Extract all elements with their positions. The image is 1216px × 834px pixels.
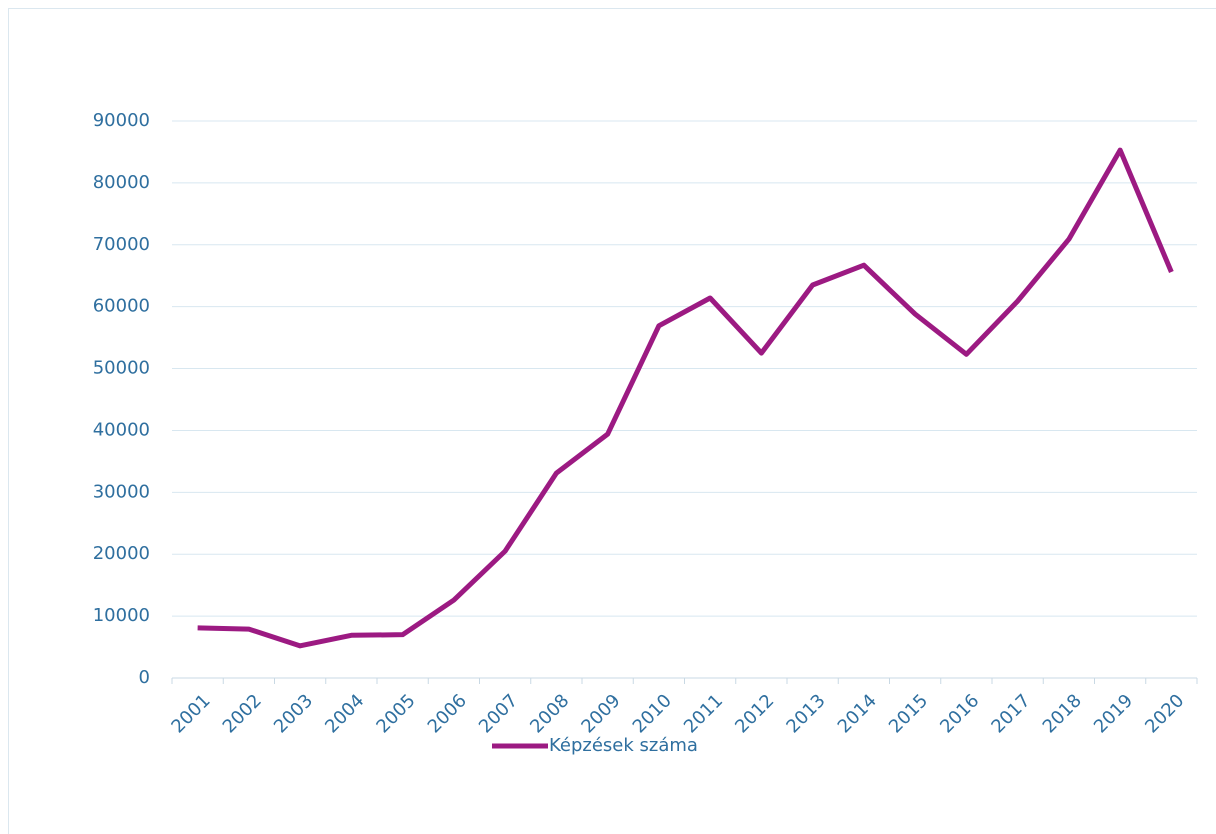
y-tick-label: 70000 (93, 234, 150, 255)
chart-frame (8, 8, 1216, 834)
x-tick-label: 2019 (1090, 690, 1137, 737)
x-tick-label: 2003 (270, 690, 317, 737)
legend-label: Képzések száma (549, 735, 698, 756)
y-tick-label: 30000 (93, 481, 150, 502)
x-tick-label: 2014 (834, 690, 881, 737)
x-tick-label: 2013 (782, 690, 829, 737)
x-tick-label: 2010 (629, 690, 676, 737)
y-tick-label: 40000 (93, 419, 150, 440)
data-line (197, 147, 1174, 649)
y-tick-label: 10000 (93, 605, 150, 626)
x-tick-label: 2004 (321, 690, 368, 737)
x-tick-label: 2009 (577, 690, 624, 737)
x-tick-label: 2020 (1141, 690, 1188, 737)
x-tick-label: 2017 (987, 690, 1034, 737)
x-tick-label: 2007 (475, 690, 522, 737)
y-tick-label: 0 (139, 667, 150, 688)
x-tick-label: 2001 (167, 690, 214, 737)
x-tick-label: 2012 (731, 690, 778, 737)
x-tick-label: 2018 (1039, 690, 1086, 737)
y-tick-label: 20000 (93, 543, 150, 564)
x-tick-label: 2015 (885, 690, 932, 737)
x-tick-label: 2006 (424, 690, 471, 737)
x-tick-label: 2011 (680, 690, 727, 737)
y-tick-label: 90000 (93, 110, 150, 131)
y-tick-label: 80000 (93, 172, 150, 193)
x-tick-label: 2008 (526, 690, 573, 737)
y-tick-label: 60000 (93, 296, 150, 317)
x-tick-label: 2002 (219, 690, 266, 737)
x-tick-label: 2016 (936, 690, 983, 737)
x-tick-label: 2005 (372, 690, 419, 737)
y-tick-label: 50000 (93, 358, 150, 379)
